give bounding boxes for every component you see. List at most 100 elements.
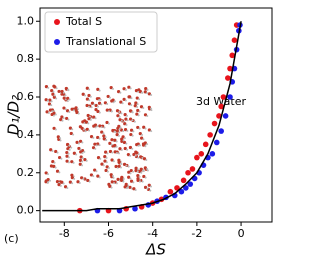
hydrogen	[110, 186, 113, 189]
x-tick-label: 0	[238, 227, 245, 240]
hydrogen	[119, 166, 122, 169]
oxygen	[142, 125, 146, 129]
oxygen	[104, 150, 108, 154]
hydrogen	[115, 140, 118, 143]
oxygen	[97, 101, 102, 105]
hydrogen	[107, 122, 110, 125]
x-tick-label: -6	[103, 227, 114, 240]
oxygen	[80, 126, 84, 130]
oxygen	[103, 159, 107, 163]
oxygen	[45, 110, 49, 114]
point	[132, 205, 138, 212]
oxygen	[143, 90, 147, 94]
point	[218, 128, 224, 134]
hydrogen	[129, 177, 132, 180]
hydrogen	[125, 114, 128, 117]
oxygen	[79, 150, 83, 154]
hydrogen	[60, 157, 63, 160]
hydrogen	[146, 143, 149, 146]
oxygen	[65, 109, 70, 113]
hydrogen	[131, 147, 134, 150]
hydrogen	[125, 142, 128, 145]
hydrogen	[95, 170, 98, 173]
oxygen	[60, 180, 64, 184]
point	[207, 132, 213, 138]
hydrogen	[146, 88, 149, 91]
hydrogen	[106, 152, 109, 155]
oxygen	[143, 141, 147, 145]
hydrogen	[51, 149, 54, 152]
oxygen	[134, 89, 139, 93]
hydrogen	[68, 98, 71, 101]
oxygen	[118, 147, 122, 151]
hydrogen	[150, 185, 153, 188]
hydrogen	[110, 143, 113, 146]
hydrogen	[94, 147, 97, 150]
oxygen	[48, 98, 52, 102]
oxygen	[65, 159, 69, 163]
hydrogen	[132, 170, 135, 173]
oxygen	[92, 115, 96, 119]
hydrogen	[129, 87, 132, 90]
oxygen	[136, 108, 140, 113]
hydrogen	[113, 130, 116, 133]
oxygen	[93, 123, 98, 127]
oxygen	[83, 158, 87, 162]
hydrogen	[71, 128, 74, 131]
oxygen	[94, 103, 98, 108]
y-axis-label: D₁/D₂	[5, 95, 23, 135]
oxygen	[60, 115, 64, 119]
oxygen	[122, 140, 127, 145]
oxygen	[54, 149, 58, 154]
hydrogen	[92, 136, 95, 139]
hydrogen	[110, 110, 113, 113]
oxygen	[74, 106, 78, 110]
oxygen	[128, 185, 132, 189]
oxygen	[63, 185, 68, 189]
oxygen	[132, 187, 136, 191]
oxygen	[65, 116, 69, 121]
oxygen	[116, 114, 120, 118]
oxygen	[110, 138, 114, 142]
hydrogen	[118, 128, 121, 131]
hydrogen	[95, 144, 98, 147]
oxygen	[127, 102, 132, 106]
oxygen	[72, 151, 76, 155]
hydrogen	[136, 170, 139, 173]
hydrogen	[78, 181, 81, 184]
oxygen	[85, 103, 89, 108]
oxygen	[103, 155, 107, 159]
hydrogen	[119, 162, 122, 165]
y-tick-label: 1.0	[17, 14, 35, 27]
oxygen	[128, 95, 132, 99]
point	[174, 185, 180, 191]
oxygen	[143, 113, 148, 117]
hydrogen	[138, 180, 141, 183]
hydrogen	[112, 174, 115, 177]
hydrogen	[82, 177, 85, 180]
hydrogen	[72, 161, 75, 164]
point	[183, 185, 189, 191]
oxygen	[119, 128, 124, 132]
hydrogen	[144, 127, 147, 130]
hydrogen	[106, 102, 109, 105]
oxygen	[122, 97, 126, 101]
oxygen	[111, 98, 115, 102]
oxygen	[66, 96, 70, 100]
oxygen	[123, 185, 127, 189]
point	[167, 188, 174, 195]
hydrogen	[88, 88, 91, 91]
hydrogen	[140, 91, 143, 94]
oxygen	[136, 125, 140, 130]
oxygen	[66, 147, 70, 151]
oxygen	[110, 180, 114, 184]
hydrogen	[96, 125, 99, 128]
oxygen	[64, 86, 68, 91]
oxygen	[89, 135, 94, 139]
hydrogen	[81, 157, 84, 160]
hydrogen	[87, 105, 90, 108]
hydrogen	[77, 112, 80, 115]
oxygen	[52, 111, 56, 115]
oxygen	[104, 168, 108, 173]
oxygen	[139, 105, 144, 109]
